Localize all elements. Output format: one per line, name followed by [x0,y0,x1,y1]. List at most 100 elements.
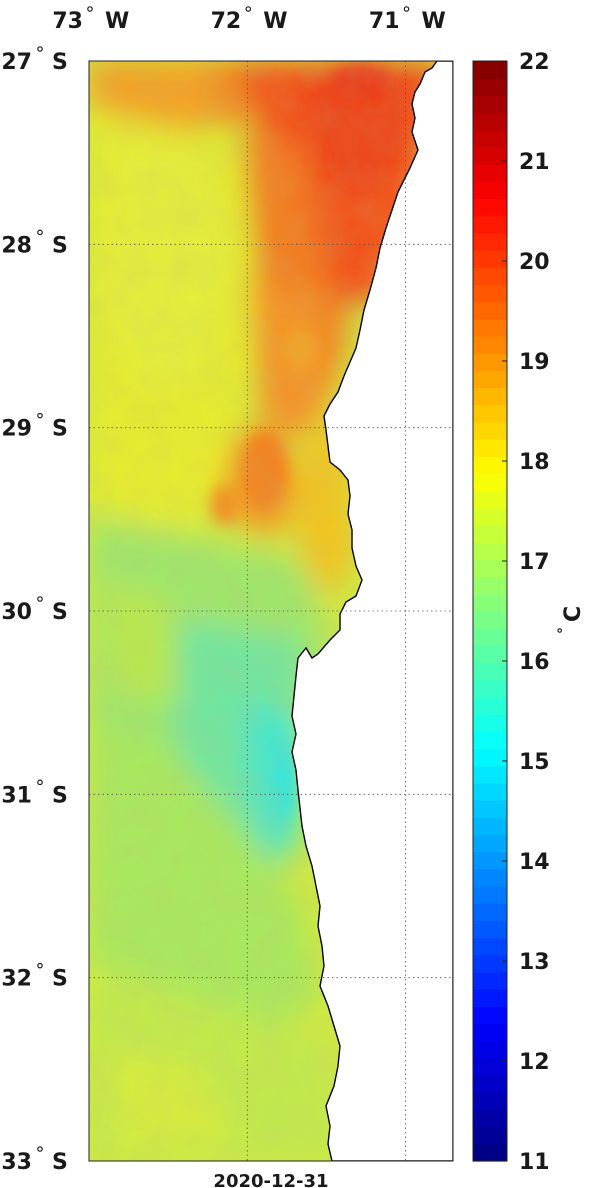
colorbar-step [473,593,507,612]
colorbar-tick-label: 18 [519,450,550,475]
colorbar-step [473,782,507,801]
colorbar-step [473,679,507,698]
colorbar-step [473,576,507,595]
colorbar-step [473,78,507,96]
colorbar-step [473,920,507,939]
colorbar-steps [473,61,507,1162]
lon-label: 71 W [369,6,446,34]
colorbar-frame [472,60,508,1162]
colorbar-step [473,370,507,389]
lon-label-hemisphere: W [105,9,129,34]
lat-label-hemisphere: S [52,417,68,442]
colorbar-step [473,1126,507,1145]
colorbar-step [473,439,507,457]
colorbar-step [473,181,507,200]
colorbar-step [473,456,507,475]
colorbar-step [473,404,507,423]
colorbar-ticks: 22 21 20 19 18 17 16 15 14 13 12 11 [502,50,550,1175]
map-frame [88,60,454,1162]
lat-label: 27 S [1,46,68,75]
colorbar-step [473,1040,507,1059]
lat-label-degree: 33 [1,1150,32,1175]
colorbar-step [473,95,507,114]
colorbar-unit-letter: C [561,606,586,622]
lat-label-degree: 31 [1,783,32,808]
lat-label: 30 S [1,596,68,625]
colorbar-step [473,61,507,79]
colorbar-step [473,559,507,578]
lat-label: 28 S [1,229,68,258]
colorbar-step [473,490,507,509]
colorbar-step [473,1109,507,1128]
colorbar-tick-label: 19 [519,350,550,375]
lon-label-hemisphere: W [263,9,287,34]
colorbar-step [473,611,507,629]
degree-symbol [37,779,43,786]
degree-symbol [37,46,43,52]
lat-label-hemisphere: S [52,967,68,992]
lat-label-degree: 29 [1,417,32,442]
colorbar-step [473,868,507,887]
latitude-labels: 27 S 28 S 29 S 30 S 31 S 32 S 33 S [1,46,68,1175]
colorbar-step [473,353,507,371]
colorbar-tick-label: 14 [519,850,550,875]
colorbar-tick-label: 20 [519,250,550,275]
degree-symbol [37,596,43,602]
lat-label-hemisphere: S [52,1150,68,1175]
degree-symbol [37,229,43,236]
colorbar-step [473,817,507,836]
colorbar-step [473,937,507,956]
colorbar-step [473,542,507,561]
colorbar-step [473,696,507,715]
degree-symbol [87,6,93,12]
colorbar-tick-label: 13 [519,950,550,975]
colorbar-step [473,800,507,818]
graticule [89,61,453,1161]
colorbar-step [473,645,507,664]
colorbar-step [473,834,507,853]
colorbar-step [473,164,507,182]
colorbar-step [473,989,507,1007]
colorbar-step [473,1023,507,1042]
colorbar-step [473,886,507,904]
lat-label: 29 S [1,412,68,442]
colorbar-tick-label: 11 [519,1150,550,1175]
colorbar-step [473,851,507,870]
lat-label-hemisphere: S [52,600,68,625]
lat-label-hemisphere: S [52,233,68,258]
lat-label-degree: 27 [1,50,32,75]
colorbar-step [473,1092,507,1111]
colorbar-step [473,146,507,165]
lat-label: 33 S [1,1146,68,1175]
degree-symbol [37,412,43,419]
colorbar-step [473,129,507,148]
colorbar-step [473,748,507,767]
longitude-labels: 73 W 72 W 71 W [52,6,446,34]
colorbar-step [473,971,507,990]
colorbar-step [473,1075,507,1093]
colorbar-step [473,731,507,750]
lat-label: 32 S [1,962,68,992]
colorbar-tick-label: 16 [519,650,550,675]
colorbar-tick-label: 17 [519,550,550,575]
colorbar-tick-label: 15 [519,750,550,775]
lat-label-hemisphere: S [52,783,68,808]
colorbar: 22 21 20 19 18 17 16 15 14 13 12 11 C ° [472,50,586,1175]
lat-label: 31 S [1,779,68,808]
lat-label-hemisphere: S [52,50,68,75]
colorbar-step [473,628,507,646]
lat-label-degree: 32 [1,967,32,992]
sst-map-area [89,61,453,1161]
degree-symbol [403,6,410,12]
colorbar-tick-label: 12 [519,1050,550,1075]
lon-label: 73 W [52,6,129,34]
lon-label-degree: 73 [52,9,83,34]
colorbar-unit-degree: ° [556,627,572,634]
map-date: 2020-12-31 [213,1171,328,1188]
lat-label-degree: 30 [1,600,32,625]
degree-symbol [37,962,43,969]
lon-label-degree: 72 [211,9,242,34]
colorbar-step [473,284,507,303]
colorbar-step [473,301,507,320]
